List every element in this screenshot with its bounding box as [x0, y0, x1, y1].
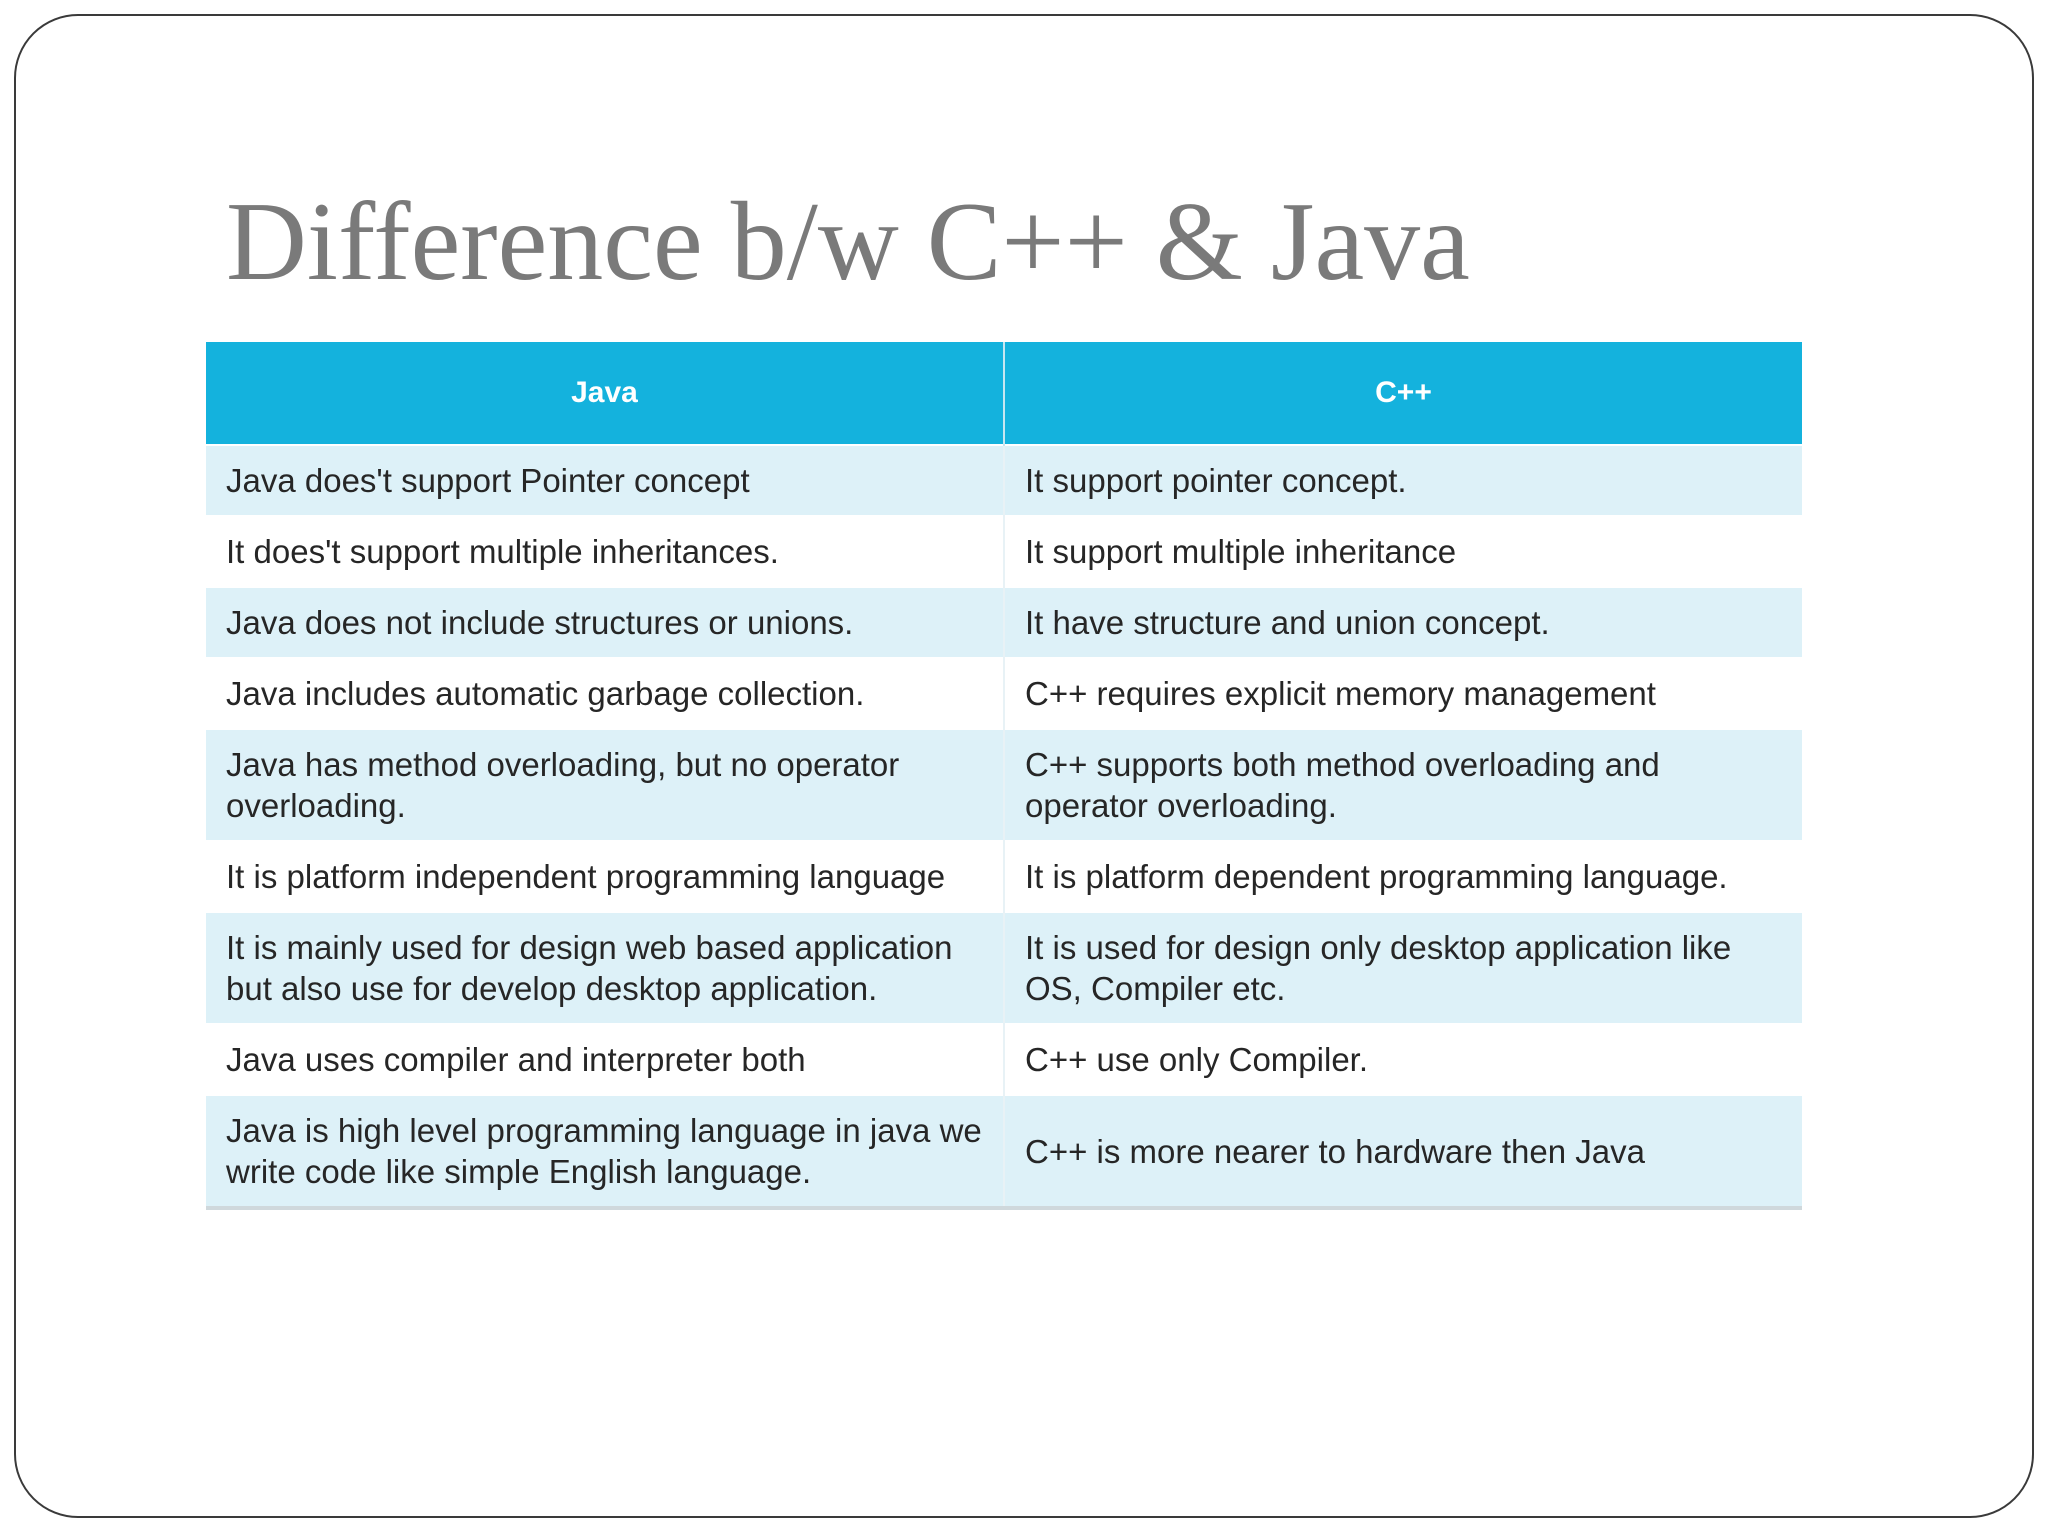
slide-title: Difference b/w C++ & Java [226, 180, 1470, 304]
java-cell: It is platform independent programming l… [206, 840, 1004, 912]
table-row: Java is high level programming language … [206, 1094, 1802, 1210]
java-cell: Java uses compiler and interpreter both [206, 1023, 1004, 1095]
comparison-table: Java C++ Java does't support Pointer con… [206, 342, 1802, 1210]
cpp-cell: C++ is more nearer to hardware then Java [1003, 1094, 1802, 1210]
cpp-cell: It support multiple inheritance [1003, 515, 1802, 587]
slide: Difference b/w C++ & Java Java C++ Java … [14, 14, 2034, 1518]
java-cell: Java does not include structures or unio… [206, 586, 1004, 658]
cpp-cell: It support pointer concept. [1003, 444, 1802, 516]
cpp-cell: C++ use only Compiler. [1003, 1023, 1802, 1095]
table-row: It does't support multiple inheritances.… [206, 515, 1802, 587]
java-cell: It is mainly used for design web based a… [206, 911, 1004, 1024]
header-java: Java [206, 342, 1004, 445]
cpp-cell: It is platform dependent programming lan… [1003, 840, 1802, 912]
table-row: Java has method overloading, but no oper… [206, 728, 1802, 841]
cpp-cell: C++ supports both method overloading and… [1003, 728, 1802, 841]
header-cpp: C++ [1003, 342, 1802, 445]
table-row: Java does't support Pointer concept It s… [206, 444, 1802, 516]
comparison-table-container: Java C++ Java does't support Pointer con… [206, 342, 1802, 1462]
java-cell: Java is high level programming language … [206, 1094, 1004, 1210]
table-row: Java does not include structures or unio… [206, 586, 1802, 658]
table-row: It is platform independent programming l… [206, 840, 1802, 912]
table-row: Java uses compiler and interpreter both … [206, 1023, 1802, 1095]
java-cell: Java includes automatic garbage collecti… [206, 657, 1004, 729]
java-cell: It does't support multiple inheritances. [206, 515, 1004, 587]
java-cell: Java has method overloading, but no oper… [206, 728, 1004, 841]
table-row: It is mainly used for design web based a… [206, 911, 1802, 1024]
table-header-row: Java C++ [206, 342, 1802, 445]
cpp-cell: It have structure and union concept. [1003, 586, 1802, 658]
cpp-cell: C++ requires explicit memory management [1003, 657, 1802, 729]
cpp-cell: It is used for design only desktop appli… [1003, 911, 1802, 1024]
table-row: Java includes automatic garbage collecti… [206, 657, 1802, 729]
java-cell: Java does't support Pointer concept [206, 444, 1004, 516]
